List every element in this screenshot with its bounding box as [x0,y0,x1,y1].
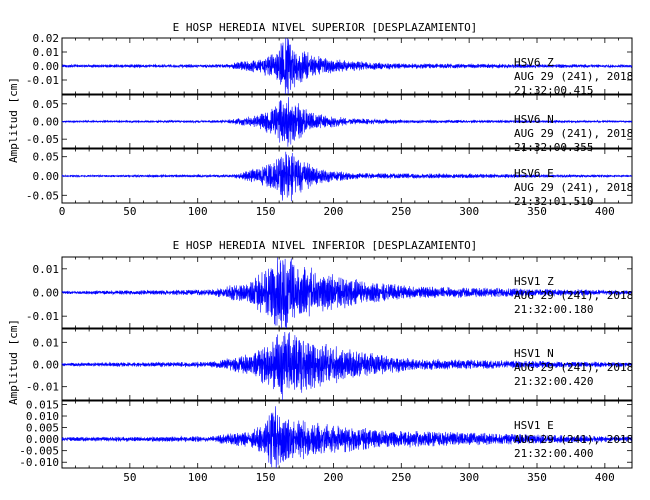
y-tick-label: -0.01 [26,381,59,394]
date-label: AUG 29 (241), 2018 [514,181,633,194]
y-tick-label: -0.05 [26,133,59,146]
y-tick-label: -0.01 [26,310,59,323]
waveform-trace [61,97,632,147]
seismogram-groups: E HOSP HEREDIA NIVEL SUPERIOR [DESPLAZAM… [7,21,633,484]
station-label: HSV6 N [514,113,554,126]
y-tick-label: -0.05 [26,189,59,202]
y-tick-label: 0.010 [26,410,59,423]
station-label: HSV6 E [514,167,554,180]
x-tick-label: 250 [391,471,411,484]
time-label: 21:32:00.355 [514,141,593,154]
x-tick-label: 100 [188,205,208,218]
x-tick-label: 100 [188,471,208,484]
x-tick-label: 50 [123,205,136,218]
y-tick-label: 0.01 [33,336,60,349]
y-axis-label: Amplitud [cm] [7,77,20,163]
group-title: E HOSP HEREDIA NIVEL SUPERIOR [DESPLAZAM… [173,21,478,34]
x-tick-label: 300 [459,205,479,218]
x-tick-label: 200 [323,205,343,218]
y-tick-label: 0.01 [33,263,60,276]
x-tick-label: 50 [123,471,136,484]
y-tick-label: 0.015 [26,398,59,411]
date-label: AUG 29 (241), 2018 [514,361,633,374]
group-title: E HOSP HEREDIA NIVEL INFERIOR [DESPLAZAM… [173,239,478,252]
y-tick-label: 0.00 [33,287,60,300]
y-tick-label: -0.010 [19,456,59,469]
waveform-trace [61,151,633,202]
time-label: 21:32:00.420 [514,375,593,388]
waveform-trace [61,257,633,329]
waveform-trace [61,406,633,469]
y-tick-label: 0.000 [26,433,59,446]
date-label: AUG 29 (241), 2018 [514,289,633,302]
station-label: HSV1 Z [514,275,554,288]
y-tick-label: 0.00 [33,60,60,73]
x-tick-label: 400 [595,205,615,218]
x-tick-label: 350 [527,471,547,484]
seismogram-group-1: E HOSP HEREDIA NIVEL SUPERIOR [DESPLAZAM… [7,21,633,218]
station-label: HSV6 Z [514,56,554,69]
station-label: HSV1 N [514,347,554,360]
seismogram-group-2: E HOSP HEREDIA NIVEL INFERIOR [DESPLAZAM… [7,239,633,484]
x-tick-label: 400 [595,471,615,484]
x-tick-label: 300 [459,471,479,484]
y-tick-label: 0.05 [33,151,60,164]
station-label: HSV1 E [514,419,554,432]
y-tick-label: 0.02 [33,32,60,45]
time-label: 21:32:01.510 [514,195,593,208]
x-tick-label: 350 [527,205,547,218]
time-label: 21:32:00.180 [514,303,593,316]
y-tick-label: 0.00 [33,359,60,372]
x-tick-label: 200 [323,471,343,484]
x-tick-label: 150 [256,471,276,484]
waveform-trace [61,37,633,95]
y-tick-label: 0.00 [33,170,60,183]
y-tick-label: 0.005 [26,422,59,435]
y-tick-label: 0.05 [33,98,60,111]
date-label: AUG 29 (241), 2018 [514,70,633,83]
y-tick-label: 0.01 [33,46,60,59]
time-label: 21:32:00.400 [514,447,593,460]
y-tick-label: -0.01 [26,74,59,87]
x-tick-label: 0 [59,205,66,218]
date-label: AUG 29 (241), 2018 [514,127,633,140]
y-tick-label: 0.00 [33,116,60,129]
time-label: 21:32:00.415 [514,84,593,97]
date-label: AUG 29 (241), 2018 [514,433,633,446]
x-tick-label: 250 [391,205,411,218]
y-tick-label: -0.005 [19,445,59,458]
x-tick-label: 150 [256,205,276,218]
y-axis-label: Amplitud [cm] [7,319,20,405]
waveform-trace [61,331,633,401]
